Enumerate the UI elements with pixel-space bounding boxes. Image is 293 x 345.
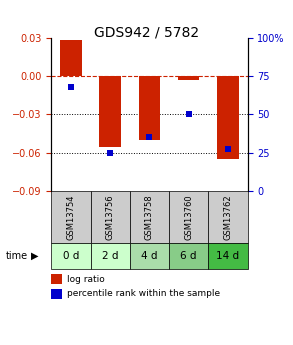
Text: GSM13754: GSM13754: [67, 194, 75, 240]
Text: 4 d: 4 d: [141, 251, 158, 261]
Bar: [99, 76, 121, 147]
Bar: [51, 191, 91, 243]
Text: 6 d: 6 d: [180, 251, 197, 261]
Text: log ratio: log ratio: [67, 275, 105, 284]
Text: GSM13758: GSM13758: [145, 194, 154, 240]
Bar: [169, 243, 208, 269]
Text: time: time: [6, 251, 28, 261]
Text: percentile rank within the sample: percentile rank within the sample: [67, 289, 221, 298]
Bar: [51, 243, 91, 269]
Bar: [217, 76, 239, 159]
Bar: [91, 243, 130, 269]
Text: 0 d: 0 d: [63, 251, 79, 261]
Bar: [169, 191, 208, 243]
Bar: [139, 76, 160, 140]
Text: GSM13762: GSM13762: [224, 194, 232, 240]
Text: GSM13760: GSM13760: [184, 194, 193, 240]
Bar: [208, 243, 248, 269]
Text: 2 d: 2 d: [102, 251, 118, 261]
Bar: [130, 191, 169, 243]
Bar: [91, 191, 130, 243]
Bar: [60, 40, 82, 76]
Text: ▶: ▶: [31, 251, 38, 261]
Text: 14 d: 14 d: [217, 251, 239, 261]
Bar: [178, 76, 200, 80]
Bar: [208, 191, 248, 243]
Text: GDS942 / 5782: GDS942 / 5782: [94, 26, 199, 40]
Text: GSM13756: GSM13756: [106, 194, 115, 240]
Bar: [130, 243, 169, 269]
